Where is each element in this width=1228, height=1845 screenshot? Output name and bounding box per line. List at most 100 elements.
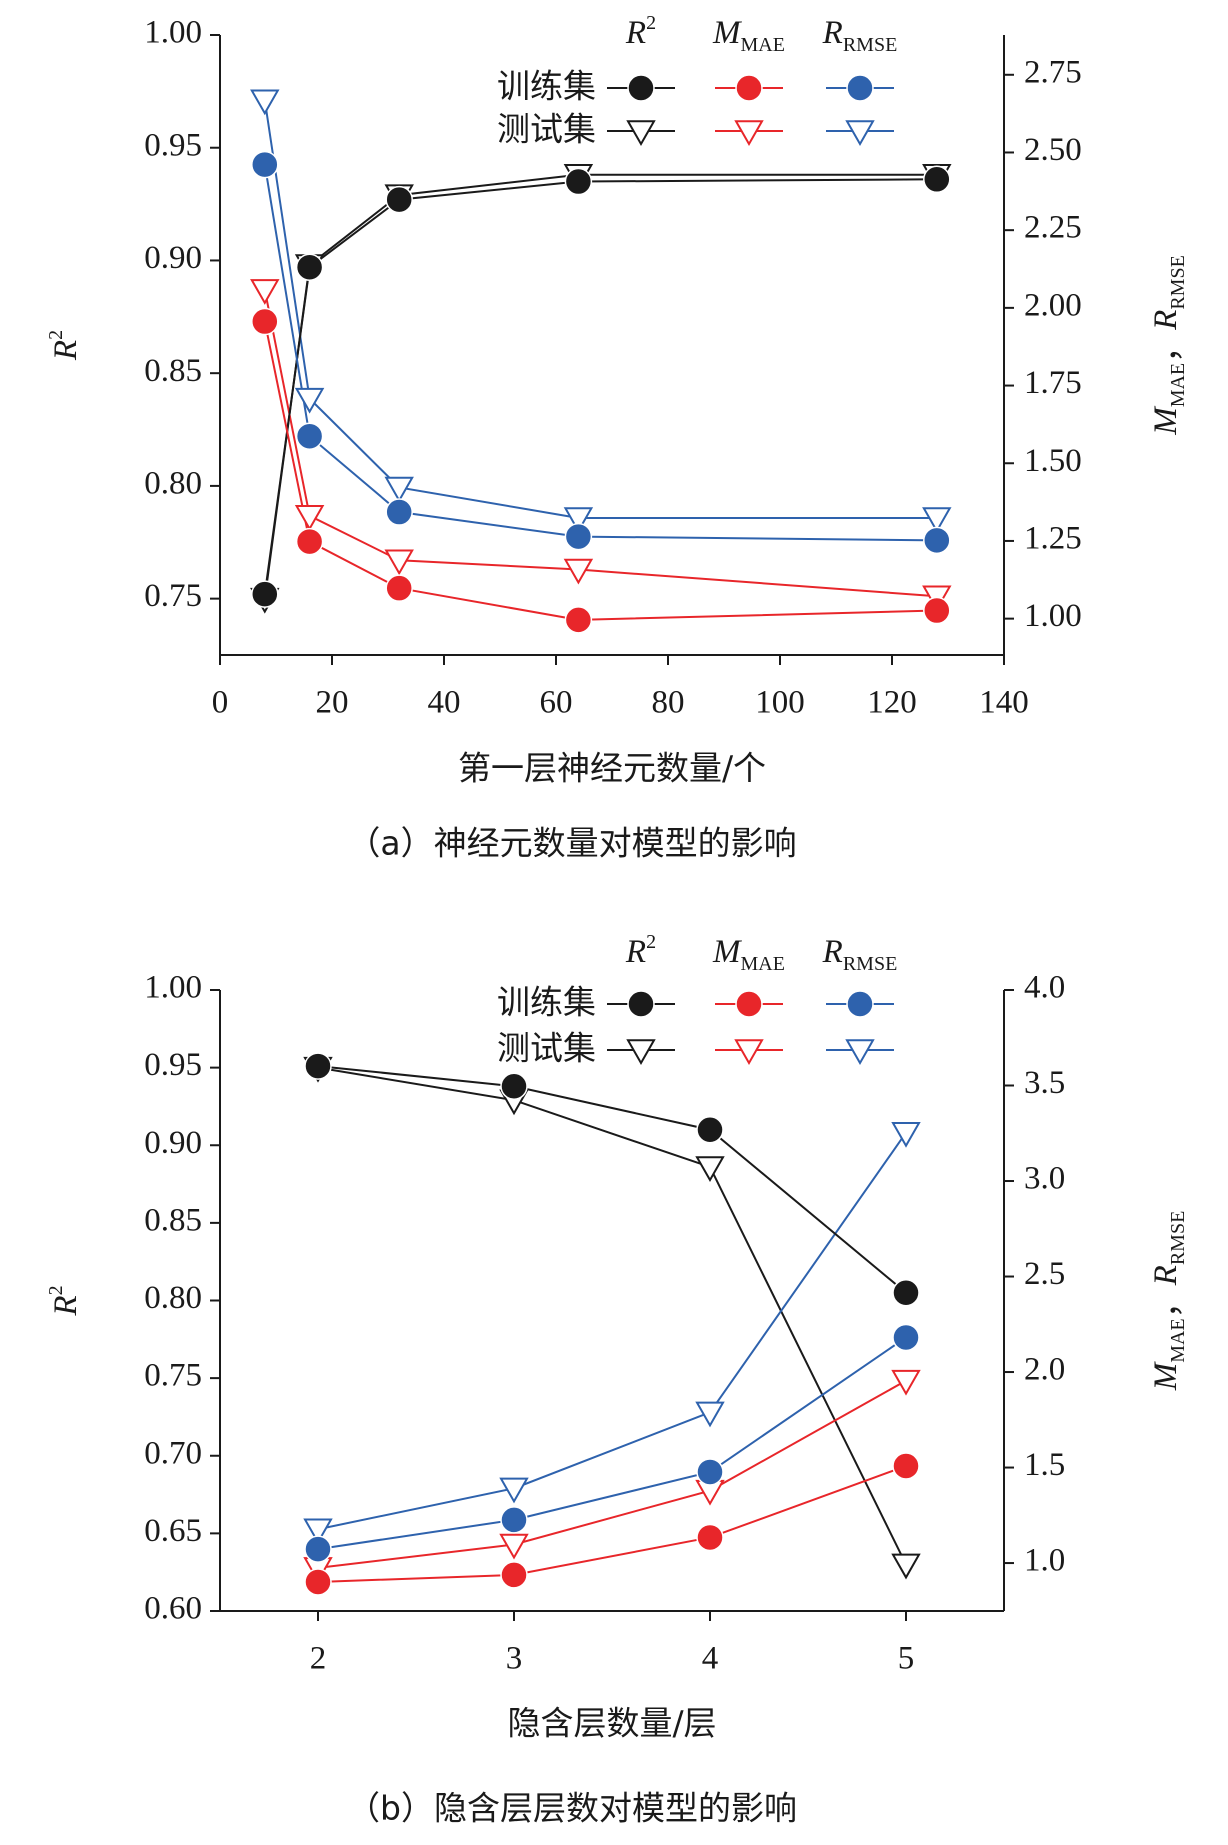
- marker: [563, 558, 594, 585]
- label-base: R: [1148, 310, 1184, 331]
- legend-header: RRMSE: [822, 15, 898, 56]
- label-base: R: [822, 934, 843, 970]
- label-sup: 2: [646, 931, 656, 953]
- y-axis-label: R2: [45, 1285, 84, 1316]
- series-line: [317, 1465, 907, 1583]
- y-tick-label: 0.80: [144, 465, 202, 501]
- marker: [304, 1052, 332, 1080]
- y-tick-label: 0.90: [144, 240, 202, 276]
- legend-marker: [735, 74, 763, 102]
- y2-axis-label: MMAE，RRMSE: [1147, 1211, 1189, 1392]
- y2-tick-label: 1.25: [1024, 521, 1082, 557]
- legend-marker: [734, 1039, 764, 1066]
- label-text: ，: [1147, 1285, 1186, 1318]
- y2-tick-label: 2.75: [1024, 54, 1082, 90]
- marker: [304, 1535, 332, 1563]
- label-sub: RMSE: [1167, 255, 1189, 309]
- x-tick-label: 0: [212, 685, 229, 721]
- y2-tick-label: 2.50: [1024, 132, 1082, 168]
- y-axis-label: R2: [45, 330, 84, 361]
- legend-header: R2: [625, 931, 656, 970]
- marker: [294, 387, 325, 414]
- y2-axis-label: MMAE，RRMSE: [1147, 255, 1189, 436]
- y2-tick-label: 1.0: [1024, 1543, 1065, 1579]
- series-line: [263, 289, 937, 598]
- x-tick-label: 100: [755, 685, 805, 721]
- marker: [295, 527, 324, 556]
- legend-marker: [626, 1039, 656, 1066]
- label-base: M: [712, 934, 742, 970]
- x-axis-label: 隐含层数量/层: [507, 1704, 716, 1743]
- marker: [384, 549, 414, 576]
- marker: [250, 89, 280, 116]
- y2-tick-label: 2.00: [1024, 287, 1082, 323]
- marker: [295, 253, 324, 281]
- y-tick-label: 1.00: [144, 15, 202, 51]
- marker: [891, 1553, 921, 1580]
- marker: [500, 1506, 528, 1534]
- label-sub: MAE: [1167, 363, 1189, 407]
- label-sub: MAE: [1167, 1318, 1189, 1362]
- marker: [564, 606, 593, 634]
- series-line: [263, 321, 937, 621]
- chart: 0.60 0.65 0.70 0.75 0.80 0.85 0.90 0.95 1.00 1.0 1…: [45, 931, 1189, 1828]
- label-sub: RMSE: [843, 34, 897, 56]
- y-tick-label: 0.75: [144, 578, 202, 614]
- legend-header: RRMSE: [822, 934, 898, 975]
- y-tick-label: 1.00: [144, 970, 202, 1006]
- marker: [385, 574, 413, 602]
- legend-marker: [626, 120, 656, 147]
- marker: [385, 498, 413, 526]
- label-base: R: [822, 15, 843, 51]
- label-sub: RMSE: [843, 953, 897, 975]
- x-tick-label: 80: [652, 685, 685, 721]
- marker: [563, 507, 594, 533]
- y-tick-label: 0.70: [144, 1435, 202, 1471]
- marker: [295, 422, 324, 450]
- marker: [303, 1518, 333, 1545]
- legend-marker: [734, 120, 764, 147]
- marker: [304, 1568, 332, 1596]
- chart: 0.75 0.80 0.85 0.90 0.95 1.00 1.00 1.25 1.50 1.75…: [45, 12, 1189, 863]
- label-sup: 2: [45, 330, 67, 340]
- series-line: [317, 1066, 907, 1565]
- y-tick-label: 0.95: [144, 127, 202, 163]
- series-line: [263, 100, 937, 519]
- label-sup: 2: [646, 12, 656, 34]
- marker: [384, 476, 414, 503]
- marker: [499, 1533, 529, 1560]
- marker: [250, 279, 280, 305]
- legend-marker: [627, 990, 655, 1018]
- legend-header: R2: [625, 12, 656, 51]
- x-axis-label: 第一层神经元数量/个: [458, 749, 766, 788]
- marker: [891, 1121, 921, 1148]
- legend-marker: [845, 1039, 875, 1066]
- legend-header: MMAE: [712, 15, 785, 56]
- x-tick-label: 2: [310, 1641, 327, 1677]
- label-base: R: [48, 1295, 84, 1316]
- marker: [892, 1452, 920, 1480]
- y-tick-label: 0.75: [144, 1358, 202, 1394]
- marker: [251, 307, 279, 336]
- y2-tick-label: 1.50: [1024, 443, 1082, 479]
- marker: [251, 150, 279, 179]
- label-base: R: [625, 934, 646, 970]
- marker: [891, 1369, 921, 1396]
- label-base: M: [1148, 406, 1184, 436]
- x-tick-label: 140: [979, 685, 1029, 721]
- x-tick-label: 4: [702, 1641, 719, 1677]
- marker: [696, 1458, 724, 1486]
- marker: [564, 167, 593, 196]
- marker: [500, 1561, 528, 1589]
- y-tick-label: 0.95: [144, 1047, 202, 1083]
- series-line: [317, 1379, 907, 1569]
- marker: [564, 522, 593, 551]
- label-sub: RMSE: [1167, 1211, 1189, 1265]
- x-tick-label: 40: [428, 685, 461, 721]
- legend-marker: [845, 120, 875, 147]
- legend-marker: [846, 990, 874, 1018]
- x-tick-label: 120: [867, 685, 917, 721]
- y2-tick-label: 4.0: [1024, 970, 1065, 1006]
